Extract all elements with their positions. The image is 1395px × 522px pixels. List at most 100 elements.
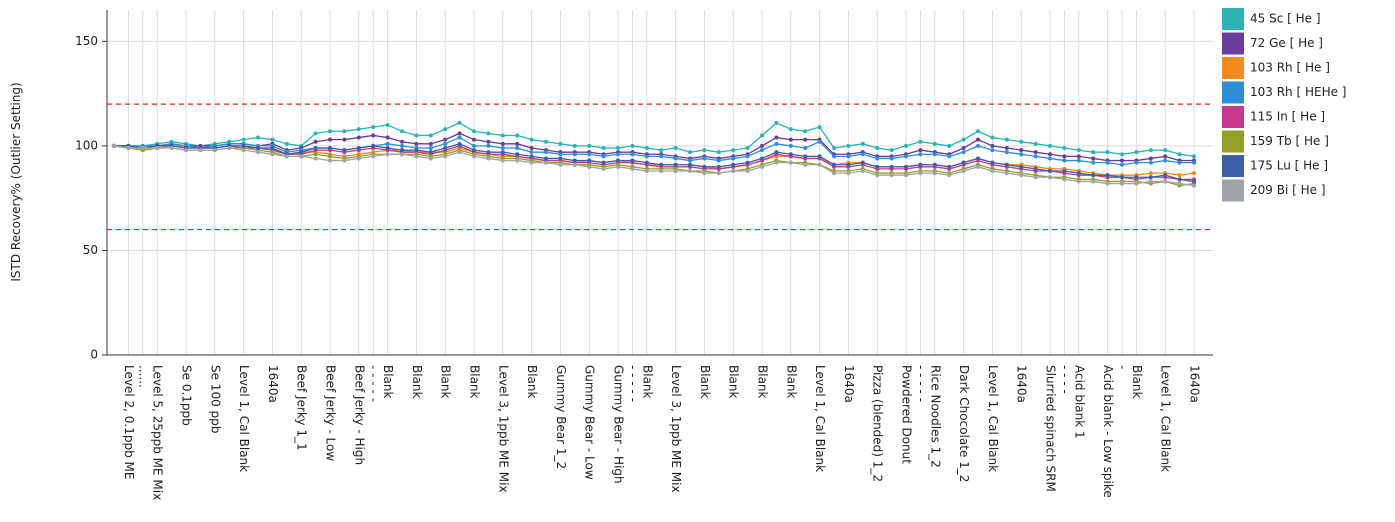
data-point — [976, 156, 980, 161]
data-point — [716, 158, 721, 163]
x-tick-label: Level 3, 1ppb ME Mix — [669, 365, 683, 493]
data-point — [788, 143, 793, 148]
data-point — [385, 123, 390, 127]
data-point — [1019, 173, 1024, 178]
data-point — [875, 164, 880, 169]
data-point — [745, 146, 750, 150]
data-point — [1105, 181, 1110, 186]
x-tick-label: Beef Jerky 1_1 — [295, 365, 309, 451]
data-point — [587, 158, 592, 163]
data-point — [1091, 156, 1096, 161]
data-point — [688, 158, 692, 163]
legend-swatch — [1222, 130, 1244, 153]
data-point — [1062, 146, 1067, 150]
data-point — [860, 169, 865, 173]
data-point — [457, 150, 462, 155]
data-point — [443, 141, 448, 146]
data-point — [385, 135, 390, 140]
x-tick-label: Blank — [525, 365, 539, 399]
y-tick-label: 150 — [75, 34, 98, 48]
data-point — [1148, 156, 1153, 161]
data-point — [558, 156, 563, 161]
legend-label: 72 Ge [ He ] — [1250, 36, 1323, 50]
data-point — [889, 156, 894, 161]
x-tick-label: Pizza (blended) 1_2 — [871, 365, 885, 482]
data-point — [428, 133, 433, 138]
data-point — [515, 158, 520, 163]
data-point — [428, 156, 433, 161]
x-tick-label: Dark Chocolate 1_2 — [957, 365, 971, 482]
data-point — [788, 152, 793, 157]
data-point — [832, 154, 836, 159]
data-point — [1120, 152, 1124, 157]
data-point — [659, 154, 664, 159]
data-point — [515, 133, 520, 138]
data-point — [1004, 146, 1009, 150]
y-tick-label: 0 — [90, 348, 98, 362]
data-point — [976, 164, 980, 169]
series-line — [114, 132, 1194, 162]
data-point — [601, 166, 606, 171]
data-point — [875, 173, 880, 178]
legend-swatch — [1222, 8, 1244, 30]
data-point — [1091, 160, 1096, 165]
data-point — [184, 148, 188, 153]
data-point — [1148, 148, 1153, 153]
data-point — [976, 129, 980, 134]
data-point — [803, 129, 808, 134]
data-point — [918, 152, 923, 157]
x-tick-label: Level 5, 25ppb ME Mix — [151, 365, 165, 500]
x-tick-label: Blank — [640, 365, 654, 399]
data-point — [817, 125, 822, 130]
data-point — [961, 160, 966, 165]
data-point — [961, 146, 966, 150]
x-tick-label: Blank — [756, 365, 770, 399]
data-point — [1120, 162, 1124, 167]
data-point — [587, 164, 592, 169]
data-point — [1019, 148, 1024, 153]
data-point — [1163, 173, 1168, 178]
data-point — [385, 146, 390, 150]
series-line — [114, 122, 1195, 158]
data-point — [644, 169, 649, 173]
data-point — [889, 173, 894, 178]
data-point — [428, 150, 433, 155]
data-point — [1192, 179, 1196, 184]
data-point — [990, 148, 995, 153]
data-point — [1062, 169, 1067, 173]
x-tick-label: - - - - - — [367, 365, 381, 402]
data-point — [716, 164, 721, 169]
data-point — [256, 135, 260, 140]
data-point — [616, 152, 620, 157]
data-point — [918, 139, 923, 144]
data-point — [457, 131, 462, 136]
data-point — [904, 154, 908, 159]
data-point — [1004, 171, 1009, 176]
data-point — [918, 148, 923, 153]
data-point — [241, 148, 246, 153]
data-point — [1134, 181, 1139, 186]
data-point — [544, 150, 548, 155]
x-tick-label: Blank — [439, 365, 453, 399]
x-tick-label: Se 0.1ppb — [180, 365, 194, 426]
data-point — [500, 158, 505, 163]
data-point — [155, 146, 160, 150]
data-point — [400, 152, 404, 157]
data-point — [788, 137, 793, 142]
data-point — [400, 139, 404, 144]
legend-swatch — [1222, 106, 1244, 128]
data-point — [1177, 173, 1182, 178]
legend-label: 115 In [ He ] — [1250, 110, 1325, 124]
data-point — [572, 143, 577, 148]
data-point — [241, 137, 246, 142]
data-point — [428, 146, 433, 150]
data-point — [328, 146, 332, 150]
data-point — [774, 135, 779, 140]
data-point — [342, 129, 347, 134]
data-point — [659, 148, 664, 153]
data-point — [731, 162, 736, 167]
data-point — [702, 164, 707, 169]
data-point — [457, 120, 462, 125]
legend-swatch — [1222, 179, 1244, 202]
